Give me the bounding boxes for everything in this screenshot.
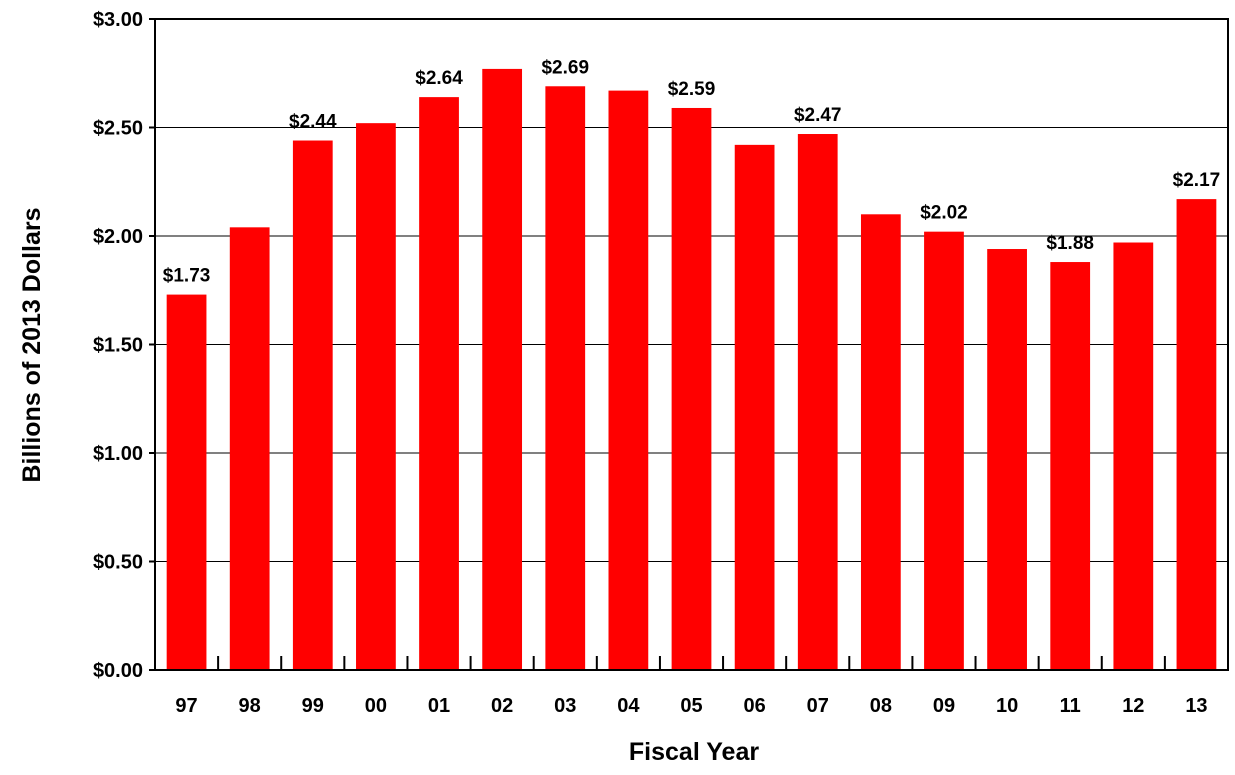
bars bbox=[166, 68, 1217, 671]
data-label: $2.17 bbox=[1173, 170, 1221, 191]
bar bbox=[734, 144, 775, 671]
x-tick-label: 09 bbox=[933, 695, 955, 717]
bar bbox=[166, 294, 207, 670]
y-tick-label: $3.00 bbox=[93, 9, 143, 31]
x-tick-label: 01 bbox=[428, 695, 450, 717]
bar bbox=[608, 90, 649, 671]
x-tick-label: 04 bbox=[617, 695, 640, 717]
x-tick-label: 10 bbox=[996, 695, 1018, 717]
x-tick-label: 02 bbox=[491, 695, 513, 717]
y-tick-label: $2.50 bbox=[93, 118, 143, 140]
data-label: $2.69 bbox=[541, 57, 589, 78]
bar bbox=[419, 97, 459, 671]
bar bbox=[860, 214, 901, 671]
bar bbox=[545, 86, 586, 670]
x-tick-label: 99 bbox=[302, 695, 324, 717]
bar bbox=[292, 140, 333, 670]
data-label: $1.88 bbox=[1046, 233, 1094, 254]
x-tick-label: 05 bbox=[680, 695, 702, 717]
bar bbox=[1176, 199, 1217, 671]
data-labels: $1.73 $2.44 $2.64 $2.69 $2.59 $2.47 $2.02 $1.88… bbox=[163, 57, 1220, 286]
y-axis-title: Billions of 2013 Dollars bbox=[18, 207, 46, 482]
x-tick-labels: 97 98 99 00 01 02 03 04 05 06 07 08 09 10 11 12 13 bbox=[175, 695, 1207, 717]
y-tick-label: $0.50 bbox=[93, 552, 143, 574]
x-tick-label: 08 bbox=[870, 695, 892, 717]
bar bbox=[924, 231, 964, 670]
bar bbox=[1050, 262, 1091, 670]
bar bbox=[987, 249, 1027, 670]
x-tick-label: 07 bbox=[807, 695, 829, 717]
y-tick-label: $0.00 bbox=[93, 660, 143, 682]
data-label: $2.44 bbox=[289, 112, 337, 133]
x-tick-label: 03 bbox=[554, 695, 576, 717]
x-tick-label: 11 bbox=[1060, 695, 1081, 717]
data-label: $2.47 bbox=[794, 105, 842, 126]
x-tick-label: 00 bbox=[365, 695, 387, 717]
data-label: $1.73 bbox=[163, 266, 211, 287]
x-tick-label: 12 bbox=[1122, 695, 1144, 717]
y-tick-label: $1.00 bbox=[93, 443, 143, 465]
data-label: $2.64 bbox=[415, 68, 463, 89]
x-tick-label: 97 bbox=[175, 695, 197, 717]
axes bbox=[149, 18, 1229, 671]
y-tick-label: $2.00 bbox=[93, 226, 143, 248]
x-axis-title: Fiscal Year bbox=[629, 738, 759, 766]
x-tick-label: 13 bbox=[1185, 695, 1207, 717]
y-tick-label: $1.50 bbox=[93, 335, 143, 357]
y-tick-labels: $0.00 $0.50 $1.00 $1.50 $2.00 $2.50 $3.00 bbox=[93, 9, 143, 682]
bar bbox=[482, 68, 523, 670]
x-tick-label: 06 bbox=[743, 695, 765, 717]
bar bbox=[229, 227, 270, 670]
bar bbox=[671, 107, 712, 671]
bar bbox=[356, 123, 396, 670]
data-label: $2.59 bbox=[668, 79, 716, 100]
bar bbox=[1113, 242, 1154, 670]
bar bbox=[797, 134, 838, 670]
data-label: $2.02 bbox=[920, 203, 968, 224]
x-tick-label: 98 bbox=[239, 695, 261, 717]
